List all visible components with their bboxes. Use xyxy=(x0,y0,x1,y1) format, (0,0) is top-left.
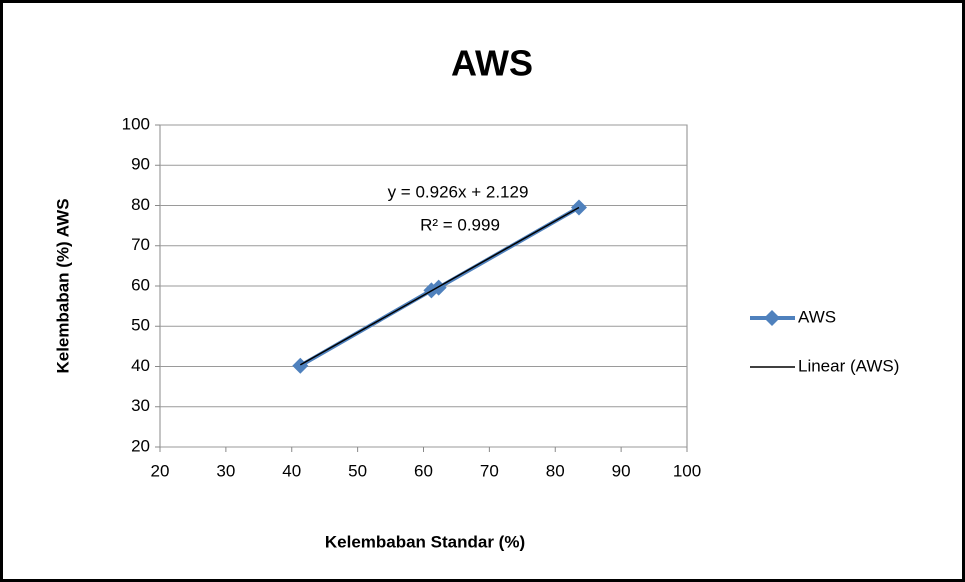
y-tick-label: 100 xyxy=(122,114,150,133)
legend-label: AWS xyxy=(798,307,836,326)
y-tick-label: 30 xyxy=(131,396,150,415)
y-tick-label: 40 xyxy=(131,356,150,375)
chart-title: AWS xyxy=(451,43,533,84)
annotation: y = 0.926x + 2.129 xyxy=(388,182,529,201)
legend-label: Linear (AWS) xyxy=(798,356,899,375)
x-axis-label: Kelembaban Standar (%) xyxy=(325,532,525,551)
y-tick-label: 20 xyxy=(131,436,150,455)
annotation: R² = 0.999 xyxy=(420,215,500,234)
x-tick-label: 20 xyxy=(151,461,170,480)
x-tick-label: 40 xyxy=(282,461,301,480)
chart: AWS Kelembaban Standar (%) Kelembaban (%… xyxy=(0,0,965,582)
x-tick-label: 70 xyxy=(480,461,499,480)
x-tick-label: 30 xyxy=(216,461,235,480)
x-tick-label: 90 xyxy=(612,461,631,480)
y-tick-label: 50 xyxy=(131,316,150,335)
y-tick-label: 90 xyxy=(131,155,150,174)
y-tick-label: 70 xyxy=(131,235,150,254)
x-tick-label: 100 xyxy=(673,461,701,480)
y-axis-label: Kelembaban (%) AWS xyxy=(53,198,72,373)
y-tick-label: 80 xyxy=(131,195,150,214)
x-tick-label: 80 xyxy=(546,461,565,480)
x-tick-label: 60 xyxy=(414,461,433,480)
y-tick-label: 60 xyxy=(131,275,150,294)
x-tick-label: 50 xyxy=(348,461,367,480)
